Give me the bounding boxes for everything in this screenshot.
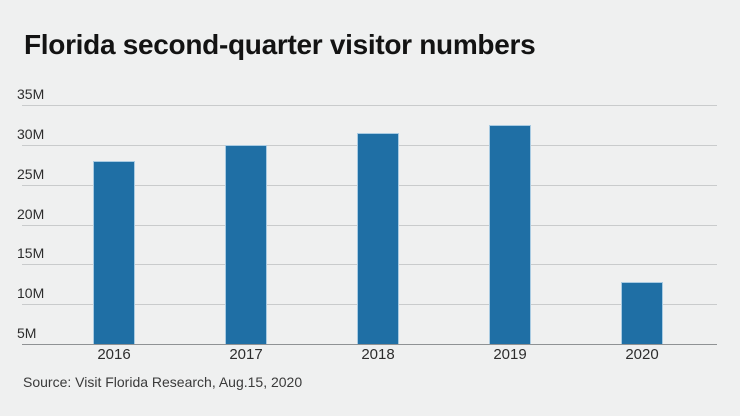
bar-2016 — [93, 161, 135, 344]
y-axis-tick-label: 20M — [17, 205, 45, 222]
y-axis-tick-label: 15M — [17, 245, 45, 262]
chart-title: Florida second-quarter visitor numbers — [24, 29, 536, 60]
y-axis-tick-label: 5M — [17, 325, 37, 341]
bar-2017 — [225, 145, 267, 344]
x-axis-tick-label: 2017 — [229, 346, 263, 363]
x-axis-tick-label: 2019 — [493, 346, 527, 363]
bar-2020 — [621, 282, 663, 344]
bar-2018 — [357, 133, 399, 344]
y-axis-tick-label: 25M — [17, 165, 45, 182]
y-axis-tick-label: 10M — [17, 285, 45, 302]
bar-2019 — [489, 125, 531, 344]
y-axis-tick-label: 35M — [17, 86, 45, 102]
source-note: Source: Visit Florida Research, Aug.15, … — [23, 374, 303, 390]
x-axis-tick-label: 2018 — [361, 346, 395, 363]
x-axis-tick-label: 2020 — [625, 346, 659, 363]
gridline — [22, 105, 717, 106]
x-axis-tick-label: 2016 — [97, 346, 131, 363]
y-axis-tick-label: 30M — [17, 125, 45, 142]
x-axis-line — [22, 344, 717, 345]
